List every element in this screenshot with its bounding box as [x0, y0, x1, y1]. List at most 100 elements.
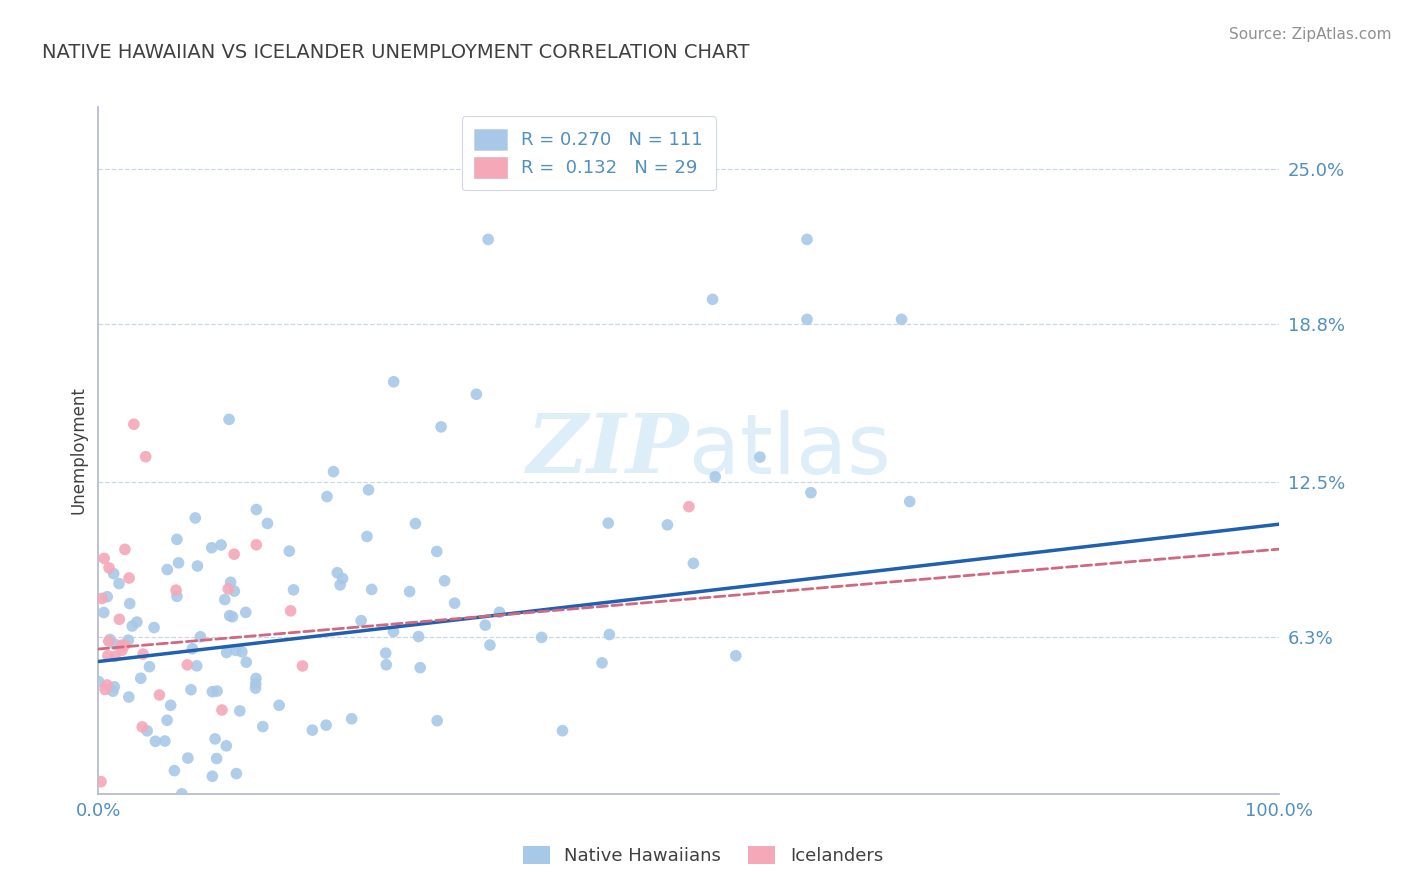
Point	[551, 723, 574, 738]
Point	[283, 582, 305, 597]
Point	[103, 566, 125, 581]
Point	[111, 643, 134, 657]
Point	[166, 533, 188, 547]
Point	[682, 557, 704, 571]
Point	[201, 769, 224, 783]
Point	[215, 646, 238, 660]
Point	[678, 500, 700, 514]
Point	[433, 574, 456, 588]
Point	[117, 633, 139, 648]
Point	[224, 584, 246, 599]
Point	[280, 604, 302, 618]
Point	[245, 538, 267, 552]
Point	[398, 584, 420, 599]
Point	[205, 751, 228, 765]
Point	[218, 608, 240, 623]
Point	[97, 634, 120, 648]
Point	[382, 624, 405, 639]
Point	[94, 682, 117, 697]
Text: ZIP: ZIP	[526, 410, 689, 491]
Point	[301, 723, 323, 738]
Point	[796, 312, 818, 326]
Point	[91, 591, 114, 606]
Point	[159, 698, 181, 713]
Point	[322, 465, 344, 479]
Point	[211, 703, 233, 717]
Point	[426, 714, 449, 728]
Point	[278, 544, 301, 558]
Point	[125, 615, 148, 629]
Point	[488, 605, 510, 619]
Point	[231, 645, 253, 659]
Point	[356, 529, 378, 543]
Point	[166, 590, 188, 604]
Point	[143, 621, 166, 635]
Point	[190, 630, 212, 644]
Point	[598, 627, 620, 641]
Y-axis label: Unemployment: Unemployment	[69, 386, 87, 515]
Point	[118, 571, 141, 585]
Point	[382, 375, 405, 389]
Point	[104, 638, 127, 652]
Point	[98, 561, 121, 575]
Point	[163, 764, 186, 778]
Point	[229, 704, 252, 718]
Point	[591, 656, 613, 670]
Point	[201, 684, 224, 698]
Point	[135, 450, 157, 464]
Point	[111, 638, 134, 652]
Point	[93, 551, 115, 566]
Point	[430, 420, 453, 434]
Point	[96, 590, 118, 604]
Point	[103, 680, 125, 694]
Point	[598, 516, 620, 530]
Point	[136, 723, 159, 738]
Point	[245, 677, 267, 691]
Point	[201, 541, 224, 555]
Text: NATIVE HAWAIIAN VS ICELANDER UNEMPLOYMENT CORRELATION CHART: NATIVE HAWAIIAN VS ICELANDER UNEMPLOYMEN…	[42, 44, 749, 62]
Point	[204, 731, 226, 746]
Point	[530, 631, 553, 645]
Point	[96, 678, 118, 692]
Point	[221, 609, 243, 624]
Point	[156, 563, 179, 577]
Point	[132, 647, 155, 661]
Point	[408, 630, 430, 644]
Point	[98, 632, 121, 647]
Point	[184, 511, 207, 525]
Point	[252, 720, 274, 734]
Point	[340, 712, 363, 726]
Point	[101, 684, 124, 698]
Point	[702, 293, 724, 307]
Point	[129, 671, 152, 685]
Point	[898, 494, 921, 508]
Point	[108, 612, 131, 626]
Point	[180, 682, 202, 697]
Point	[375, 657, 398, 672]
Point	[118, 597, 141, 611]
Point	[186, 559, 208, 574]
Point	[315, 718, 337, 732]
Point	[176, 657, 198, 672]
Point	[138, 659, 160, 673]
Point	[350, 614, 373, 628]
Point	[118, 690, 141, 704]
Point	[474, 618, 496, 632]
Point	[724, 648, 747, 663]
Point	[235, 605, 257, 619]
Point	[409, 661, 432, 675]
Point	[148, 688, 170, 702]
Point	[374, 646, 396, 660]
Point	[104, 649, 127, 664]
Point	[93, 606, 115, 620]
Point	[131, 720, 153, 734]
Point	[97, 648, 120, 663]
Point	[704, 470, 727, 484]
Legend: Native Hawaiians, Icelanders: Native Hawaiians, Icelanders	[513, 837, 893, 874]
Point	[800, 485, 823, 500]
Point	[145, 734, 167, 748]
Point	[796, 232, 818, 246]
Point	[156, 713, 179, 727]
Point	[890, 312, 912, 326]
Point	[90, 774, 112, 789]
